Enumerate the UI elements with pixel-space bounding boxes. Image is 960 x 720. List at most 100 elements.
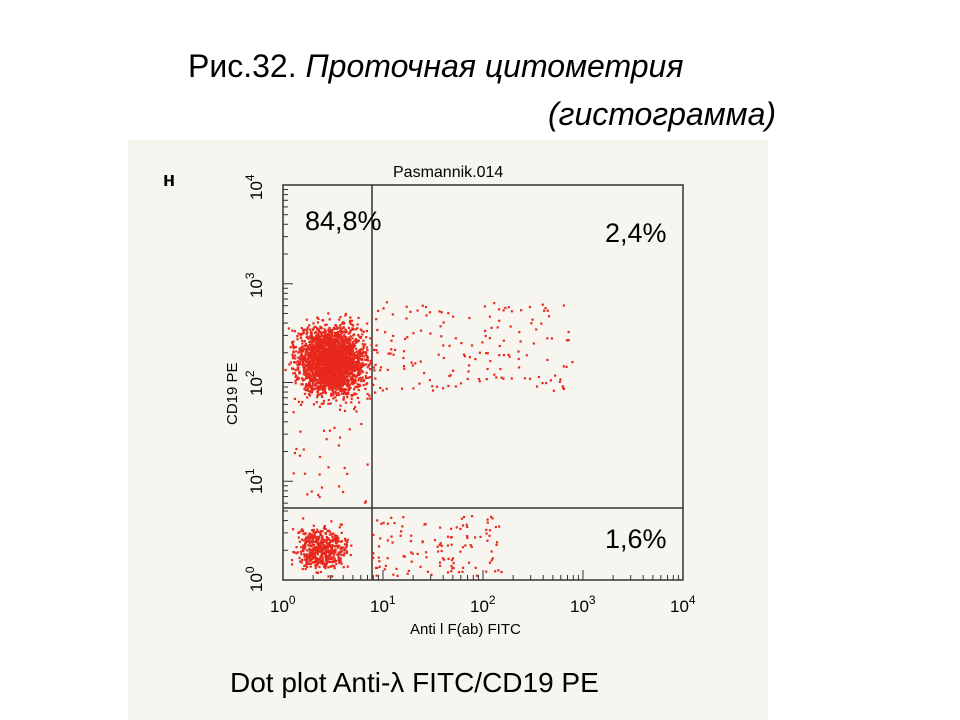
dot: [316, 380, 319, 384]
dot: [321, 537, 324, 541]
dot: [328, 318, 331, 321]
dot: [330, 369, 334, 372]
dot: [355, 385, 358, 388]
dot: [358, 371, 361, 374]
dot: [339, 381, 342, 384]
dot: [488, 315, 491, 318]
tick-exponent: 2: [243, 370, 257, 377]
dot: [339, 560, 342, 563]
dot: [298, 556, 301, 559]
dot: [353, 353, 356, 356]
dot: [317, 344, 321, 347]
dot: [335, 399, 338, 402]
dot: [313, 368, 316, 371]
dot: [334, 334, 337, 337]
dot: [327, 366, 331, 369]
dot: [348, 348, 352, 351]
tick-base: 10: [247, 475, 266, 494]
dot: [322, 361, 325, 364]
dot: [354, 361, 357, 364]
dot: [301, 529, 305, 533]
dot: [347, 351, 350, 355]
dot: [297, 400, 300, 403]
dot: [324, 550, 327, 554]
dot: [418, 382, 421, 385]
dot: [299, 550, 303, 553]
dot: [509, 325, 512, 328]
dot: [424, 305, 428, 309]
dot: [340, 331, 343, 334]
dot: [473, 536, 477, 539]
dot: [359, 376, 362, 380]
dot: [346, 372, 349, 376]
dot: [486, 521, 489, 524]
dot: [338, 485, 341, 488]
dot: [339, 362, 342, 365]
dot: [292, 344, 295, 347]
dot: [343, 390, 346, 393]
dot: [342, 349, 346, 352]
dot: [318, 370, 321, 373]
dot: [491, 517, 494, 520]
dot: [324, 323, 327, 327]
dot: [495, 543, 498, 546]
dot: [321, 338, 324, 342]
dot: [497, 569, 500, 572]
dot: [312, 403, 316, 406]
dot: [488, 561, 492, 564]
dot: [308, 384, 311, 387]
dot: [345, 359, 349, 363]
dot: [565, 365, 568, 369]
dot: [334, 387, 337, 390]
dot: [332, 555, 335, 558]
dot: [554, 374, 557, 377]
dot: [562, 304, 565, 307]
dot: [362, 351, 365, 354]
dot: [356, 358, 359, 361]
dot: [379, 537, 382, 540]
dot: [461, 546, 465, 549]
dot: [354, 378, 357, 382]
dot: [325, 539, 328, 542]
dot: [308, 551, 311, 555]
dot: [328, 388, 331, 391]
dot: [416, 552, 419, 556]
dot: [315, 563, 318, 566]
dot: [498, 354, 501, 357]
dot: [375, 348, 378, 352]
dot: [348, 357, 351, 361]
dot: [338, 383, 341, 386]
dot: [322, 363, 325, 366]
dot: [338, 378, 341, 381]
dot: [342, 359, 345, 362]
dot: [318, 560, 322, 564]
dot: [485, 352, 488, 355]
dot: [507, 306, 510, 309]
dot: [376, 566, 379, 570]
dot: [340, 340, 343, 343]
dot: [295, 374, 298, 377]
dot: [319, 530, 322, 533]
dot: [334, 559, 338, 563]
dot: [303, 365, 306, 368]
dot: [411, 364, 414, 367]
dot: [320, 544, 323, 547]
dot: [321, 371, 324, 374]
dot: [327, 352, 330, 355]
dot: [485, 528, 488, 531]
dot: [321, 340, 325, 343]
dot: [318, 495, 321, 499]
dot: [567, 330, 570, 334]
dot: [315, 564, 318, 568]
dot: [337, 343, 341, 346]
dot: [342, 398, 345, 401]
dot: [310, 337, 313, 341]
dot: [315, 349, 318, 353]
dot: [345, 364, 348, 367]
dot: [431, 389, 435, 392]
dot: [313, 338, 317, 341]
dot: [299, 430, 302, 433]
dot: [346, 341, 349, 344]
dot: [332, 362, 336, 365]
dot: [442, 321, 445, 324]
